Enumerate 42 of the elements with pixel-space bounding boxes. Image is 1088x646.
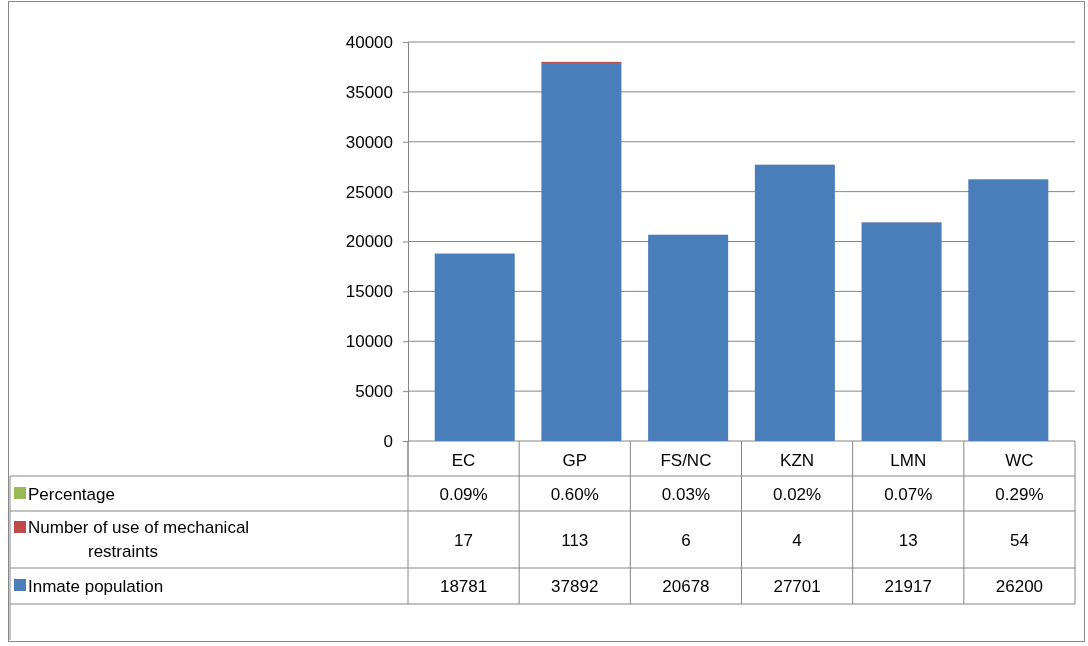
data-label: 113 [561,530,589,550]
data-label: 0.02% [772,484,822,504]
data-label: 0.60% [550,484,599,504]
bar [434,253,515,441]
data-label: 6 [681,530,691,550]
data-label: 0.09% [439,484,488,504]
y-tick-label: 35000 [345,82,393,102]
data-label: 37892 [551,577,599,596]
y-tick-label: 25000 [345,182,393,202]
y-tick-label: 30000 [345,132,393,152]
x-tick-label: GP [562,451,588,470]
y-tick-label: 15000 [345,282,393,302]
y-tick-label: 10000 [345,332,393,352]
bar [968,179,1049,441]
data-label: 27701 [773,577,821,596]
y-tick-label: 40000 [345,32,393,52]
y-tick-label: 0 [383,431,393,451]
legend-label: Percentage [28,484,115,504]
data-label: 26200 [995,577,1044,596]
y-tick-label: 5000 [355,382,393,402]
data-label: 0.03% [661,484,711,504]
x-tick-label: FS/NC [660,451,712,470]
data-label: 17 [454,530,474,550]
data-label: 13 [898,530,918,550]
data-label: 18781 [439,577,488,596]
data-label: 0.29% [995,484,1044,504]
legend-label: Number of use of mechanical restraints [28,518,250,561]
data-label: 21917 [884,577,932,596]
y-tick-label: 20000 [345,232,393,252]
bar [648,234,729,441]
x-tick-label: KZN [780,451,815,470]
bar [754,164,835,441]
data-label: 0.07% [884,484,933,504]
bar [541,63,622,441]
x-tick-label: EC [451,451,476,470]
data-label: 20678 [662,577,710,596]
data-label: 54 [1009,530,1029,550]
bar [861,222,942,441]
x-tick-label: WC [1005,451,1034,470]
x-tick-label: LMN [890,451,927,470]
data-label: 4 [792,530,802,550]
legend-label: Inmate population [28,577,164,596]
